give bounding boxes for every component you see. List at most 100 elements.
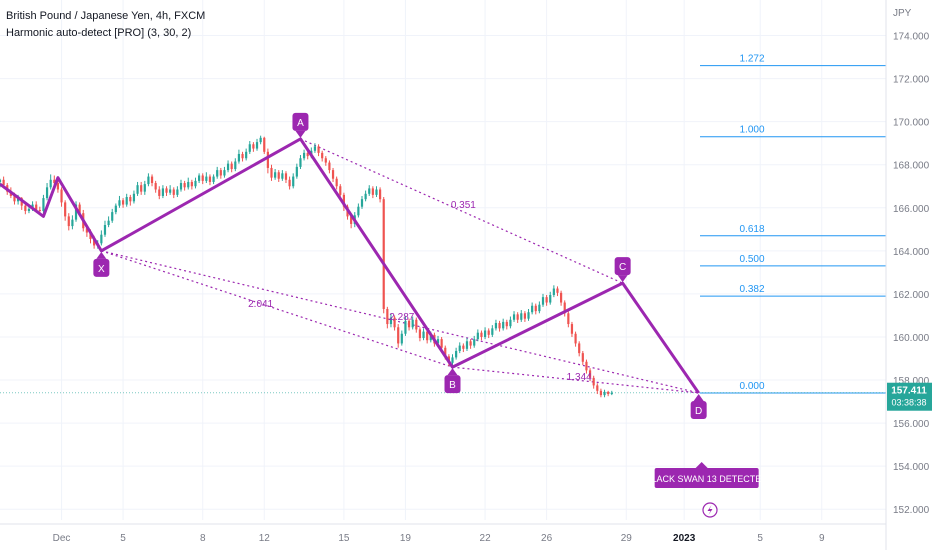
grid <box>0 0 886 520</box>
candle-body <box>35 204 38 210</box>
indicator-title[interactable]: Harmonic auto-detect [PRO] (3, 30, 2) <box>6 27 192 39</box>
candle-body <box>198 175 201 181</box>
time-tick-label: 26 <box>541 533 553 544</box>
banner-box <box>654 468 759 488</box>
candle-body <box>205 176 208 181</box>
pattern-point-box <box>292 112 309 131</box>
candle-body <box>17 198 20 202</box>
pattern-point-pointer <box>693 393 704 401</box>
fib-level-label: 1.272 <box>739 54 764 65</box>
lightning-icon[interactable] <box>702 502 718 518</box>
candle-body <box>335 178 338 187</box>
candle-body <box>103 225 107 235</box>
candle-body <box>93 239 96 246</box>
candle-body <box>436 339 440 344</box>
banner-pointer <box>695 462 708 468</box>
symbol-title[interactable]: British Pound / Japanese Yen, 4h, FXCM <box>6 10 206 22</box>
pattern-point-pointer <box>295 130 306 138</box>
candle-body <box>386 308 389 325</box>
candle-body <box>382 199 385 309</box>
candle-body <box>64 202 67 217</box>
candle-body <box>299 158 302 167</box>
fib-level-label: 0.382 <box>739 284 764 295</box>
candle-body <box>397 327 400 344</box>
pattern-point-label: B <box>449 380 456 391</box>
candle-body <box>0 179 2 182</box>
price-tick-label: 170.000 <box>893 118 930 129</box>
time-tick-label: 29 <box>621 533 633 544</box>
candle-body <box>418 329 422 339</box>
candle-body <box>53 179 56 184</box>
candle-body <box>176 189 179 195</box>
price-tick-label: 174.000 <box>893 32 930 43</box>
candle-body <box>100 234 103 244</box>
candle-body <box>190 181 193 187</box>
ratio-label: 2.287 <box>389 312 414 323</box>
candle-body <box>136 185 139 194</box>
candle-body <box>172 189 175 195</box>
candle-body <box>451 357 454 363</box>
pattern-point-pointer <box>96 251 107 259</box>
pattern-detected-banner[interactable]: BLACK SWAN 13 DETECTED <box>646 462 769 488</box>
candle-body <box>588 370 592 378</box>
candle-body <box>24 205 27 212</box>
candle-body <box>263 137 266 152</box>
candle-body <box>234 161 237 170</box>
candle-body <box>545 297 548 303</box>
candle-body <box>469 341 472 346</box>
candle-body <box>455 350 458 358</box>
pattern-point-b[interactable]: B <box>444 368 461 394</box>
pattern-point-d[interactable]: D <box>690 393 707 419</box>
price-tick-label: 162.000 <box>893 290 930 301</box>
candle-body <box>578 343 581 354</box>
time-tick-label: Dec <box>53 533 71 544</box>
pattern-point-pointer <box>617 275 628 283</box>
candle-body <box>556 288 559 293</box>
fib-level-label: 0.618 <box>739 224 764 235</box>
pattern-projection-lines <box>101 138 699 394</box>
ratio-label: 1.344 <box>567 372 592 383</box>
candle-body <box>552 288 555 295</box>
projection-line-BD <box>452 366 699 394</box>
candle-body <box>512 314 516 320</box>
candle-body <box>266 151 269 168</box>
time-tick-label: 2023 <box>673 533 696 544</box>
candle-body <box>252 144 255 149</box>
pattern-point-label: D <box>695 406 702 417</box>
candle-body <box>549 294 552 303</box>
candle-body <box>531 305 534 313</box>
candle-body <box>462 345 465 349</box>
pattern-point-a[interactable]: A <box>292 112 309 138</box>
candle-body <box>415 319 418 330</box>
candle-body <box>277 172 280 179</box>
candle-body <box>219 170 222 176</box>
price-tick-label: 156.000 <box>893 419 930 430</box>
candle-body <box>201 175 204 181</box>
candle-body <box>111 212 114 221</box>
price-tick-label: 158.000 <box>893 376 930 387</box>
candle-body <box>324 158 327 163</box>
pattern-labels: 0.351 2.041 2.287 1.344 X A B C D BLACK SWAN 13 D… <box>93 112 769 488</box>
pattern-point-x[interactable]: X <box>93 251 110 277</box>
candle-body <box>476 332 479 340</box>
candle-body <box>295 166 298 177</box>
candle-body <box>411 319 414 328</box>
pattern-point-box <box>444 375 461 394</box>
candle-body <box>342 194 345 207</box>
pattern-point-pointer <box>447 368 458 376</box>
pattern-point-c[interactable]: C <box>614 257 631 283</box>
candle-body <box>302 152 306 159</box>
candle-body <box>255 142 259 149</box>
candle-body <box>183 183 186 188</box>
candle-body <box>567 313 570 325</box>
candle-body <box>400 333 403 344</box>
candle-body <box>89 232 92 240</box>
banner-text: BLACK SWAN 13 DETECTED <box>646 474 769 484</box>
candle-body <box>563 302 566 314</box>
chart-legend: British Pound / Japanese Yen, 4h, FXCM H… <box>6 8 205 42</box>
candle-body <box>534 305 537 312</box>
candle-body <box>284 173 288 180</box>
